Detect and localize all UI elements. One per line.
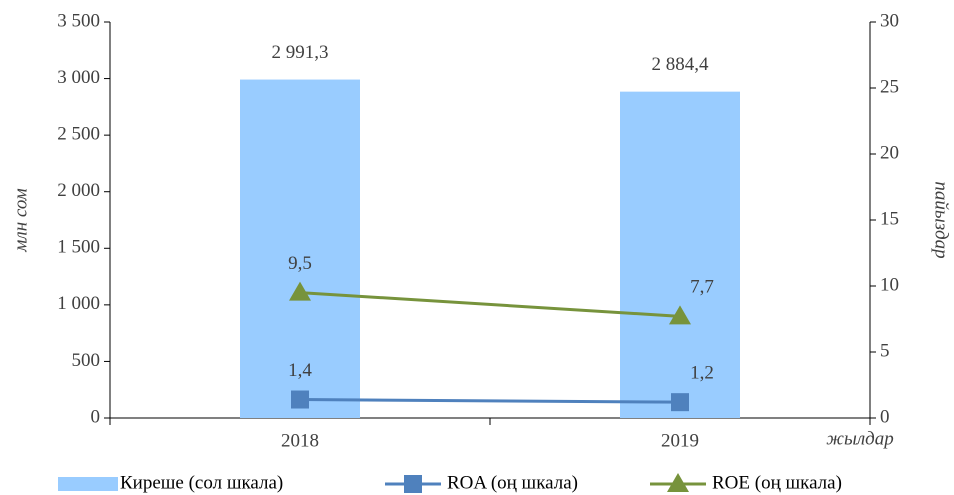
line — [299, 291, 681, 318]
bar — [620, 91, 740, 418]
data-label: 1,4 — [288, 360, 312, 381]
y-tick-label: 500 — [72, 350, 101, 371]
data-label: 7,7 — [690, 277, 714, 298]
y-tick-label: 1 000 — [57, 293, 100, 314]
data-label: 1,2 — [690, 363, 714, 384]
y-tick-label: 0 — [91, 406, 101, 427]
bar — [240, 79, 360, 418]
legend-label: ROE (оң шкала) — [712, 472, 842, 493]
y-tick-label: 2 500 — [57, 124, 100, 145]
y2-axis-label: пайыздар — [931, 181, 952, 258]
data-label: 2 884,4 — [652, 54, 710, 75]
y2-tick-label: 25 — [880, 76, 899, 97]
marker — [671, 393, 689, 412]
y-tick-label: 2 000 — [57, 180, 100, 201]
line — [299, 398, 681, 404]
data-label: 2 991,3 — [272, 42, 329, 63]
y2-tick-label: 5 — [880, 340, 890, 361]
y-axis-label: млн сом — [10, 188, 31, 252]
x-tick-label: 2019 — [661, 430, 699, 451]
legend-marker — [404, 475, 422, 493]
legend-label: ROA (оң шкала) — [447, 472, 578, 493]
legend-swatch — [58, 477, 118, 491]
marker — [291, 390, 309, 409]
marker — [289, 281, 311, 301]
y2-tick-label: 10 — [880, 274, 899, 295]
y-tick-label: 3 000 — [57, 67, 100, 88]
legend-label: Киреше (сол шкала) — [120, 472, 283, 493]
legend-marker — [667, 473, 689, 492]
x-axis-label: жылдар — [826, 428, 893, 449]
y2-tick-label: 30 — [880, 10, 899, 31]
data-label: 9,5 — [288, 253, 312, 274]
x-tick-label: 2018 — [281, 430, 319, 451]
y2-tick-label: 20 — [880, 142, 899, 163]
y-tick-label: 3 500 — [57, 10, 100, 31]
y2-tick-label: 0 — [880, 406, 890, 427]
marker — [669, 305, 691, 325]
y2-tick-label: 15 — [880, 208, 899, 229]
y-tick-label: 1 500 — [57, 237, 100, 258]
